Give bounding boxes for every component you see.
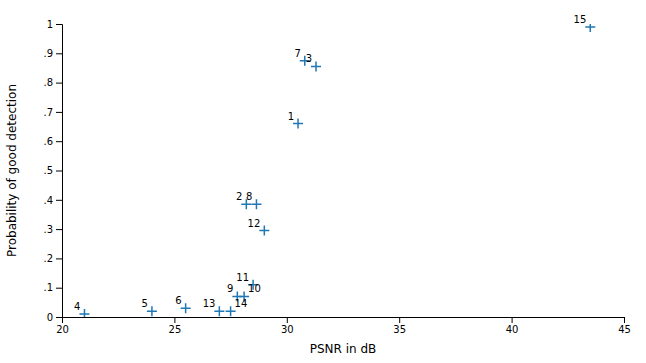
plot: 2025303540450.1.2.3.4.5.6.7.8.9145613149…: [43, 14, 630, 335]
y-tick-label: .1: [43, 282, 53, 293]
y-tick-label: .7: [43, 107, 53, 118]
y-tick: .8: [43, 77, 62, 88]
y-tick-mark: [56, 24, 62, 25]
point-label: 13: [203, 298, 216, 309]
y-tick: .2: [43, 253, 62, 264]
point-label: 5: [142, 298, 148, 309]
y-tick-label: .5: [43, 165, 53, 176]
point-label: 12: [248, 218, 261, 229]
y-tick: .7: [43, 107, 62, 118]
point-label: 4: [74, 301, 80, 312]
y-tick-mark: [56, 83, 62, 84]
y-tick: 1: [47, 19, 62, 30]
points: [79, 24, 595, 317]
x-axis: 20 25 30 35 40 45: [56, 317, 631, 335]
x-tick-label: 35: [393, 324, 406, 335]
point: [293, 119, 303, 129]
y-tick-mark: [56, 288, 62, 289]
y-tick-mark: [56, 258, 62, 259]
y-tick-label: 0: [47, 312, 53, 323]
point-label: 1: [288, 111, 294, 122]
x-tick-label: 45: [618, 324, 631, 335]
y-tick-label: 1: [47, 19, 53, 30]
x-tick: 35: [393, 317, 406, 335]
point-label: 15: [574, 14, 587, 25]
y-tick: .3: [43, 224, 62, 235]
point: [181, 303, 191, 313]
point-label: 8: [246, 191, 252, 202]
x-tick-mark: [512, 317, 513, 323]
point-label: 9: [227, 283, 233, 294]
y-tick-mark: [56, 200, 62, 201]
y-tick: .1: [43, 282, 62, 293]
y-tick-mark: [56, 112, 62, 113]
x-axis-title: PSNR in dB: [310, 342, 377, 356]
point: [585, 24, 595, 32]
y-tick: .4: [43, 195, 62, 206]
point-label: 2: [236, 191, 242, 202]
point-label: 11: [236, 272, 249, 283]
y-axis-title: Probability of good detection: [5, 84, 19, 257]
y-tick-mark: [56, 229, 62, 230]
y-axis: 0 .1 .2 .3 .4 .5 .6 .7 .8 .9 1: [43, 19, 62, 323]
y-tick-mark: [56, 141, 62, 142]
y-tick-label: .4: [43, 195, 53, 206]
x-tick-mark: [174, 317, 175, 323]
y-tick-mark: [56, 317, 62, 318]
point: [147, 306, 157, 316]
point-label: 10: [248, 283, 261, 294]
y-tick: .6: [43, 136, 62, 147]
x-tick: 45: [618, 317, 631, 335]
point-label: 6: [175, 295, 181, 306]
x-tick: 25: [169, 317, 182, 335]
x-tick-mark: [287, 317, 288, 323]
x-tick: 40: [506, 317, 519, 335]
point: [311, 61, 321, 71]
x-tick-label: 20: [56, 324, 69, 335]
x-tick-mark: [399, 317, 400, 323]
y-tick: .9: [43, 48, 62, 59]
point: [251, 199, 261, 209]
x-tick: 30: [281, 317, 294, 335]
y-tick-label: .2: [43, 253, 53, 264]
point-label: 14: [235, 298, 248, 309]
y-tick-mark: [56, 171, 62, 172]
y-tick-label: .8: [43, 77, 53, 88]
point: [214, 306, 224, 316]
y-tick-label: .9: [43, 48, 53, 59]
y-tick-label: .6: [43, 136, 53, 147]
x-tick: 20: [56, 317, 69, 335]
y-tick: .5: [43, 165, 62, 176]
point-label: 7: [294, 48, 300, 59]
point: [259, 226, 269, 236]
y-tick-mark: [56, 53, 62, 54]
y-tick: 0: [47, 312, 62, 323]
y-axis-line: [56, 25, 63, 318]
x-tick-mark: [624, 317, 625, 323]
point-labels: 4 5 6 13 149 1011 28 12 1 73 15: [74, 14, 586, 312]
chart: 2025303540450.1.2.3.4.5.6.7.8.9145613149…: [0, 0, 646, 363]
x-tick-label: 25: [169, 324, 182, 335]
point-label: 3: [306, 53, 312, 64]
point: [79, 309, 89, 317]
x-axis-line: [63, 318, 625, 324]
y-tick-label: .3: [43, 224, 53, 235]
x-tick-label: 40: [506, 324, 519, 335]
x-tick-label: 30: [281, 324, 294, 335]
